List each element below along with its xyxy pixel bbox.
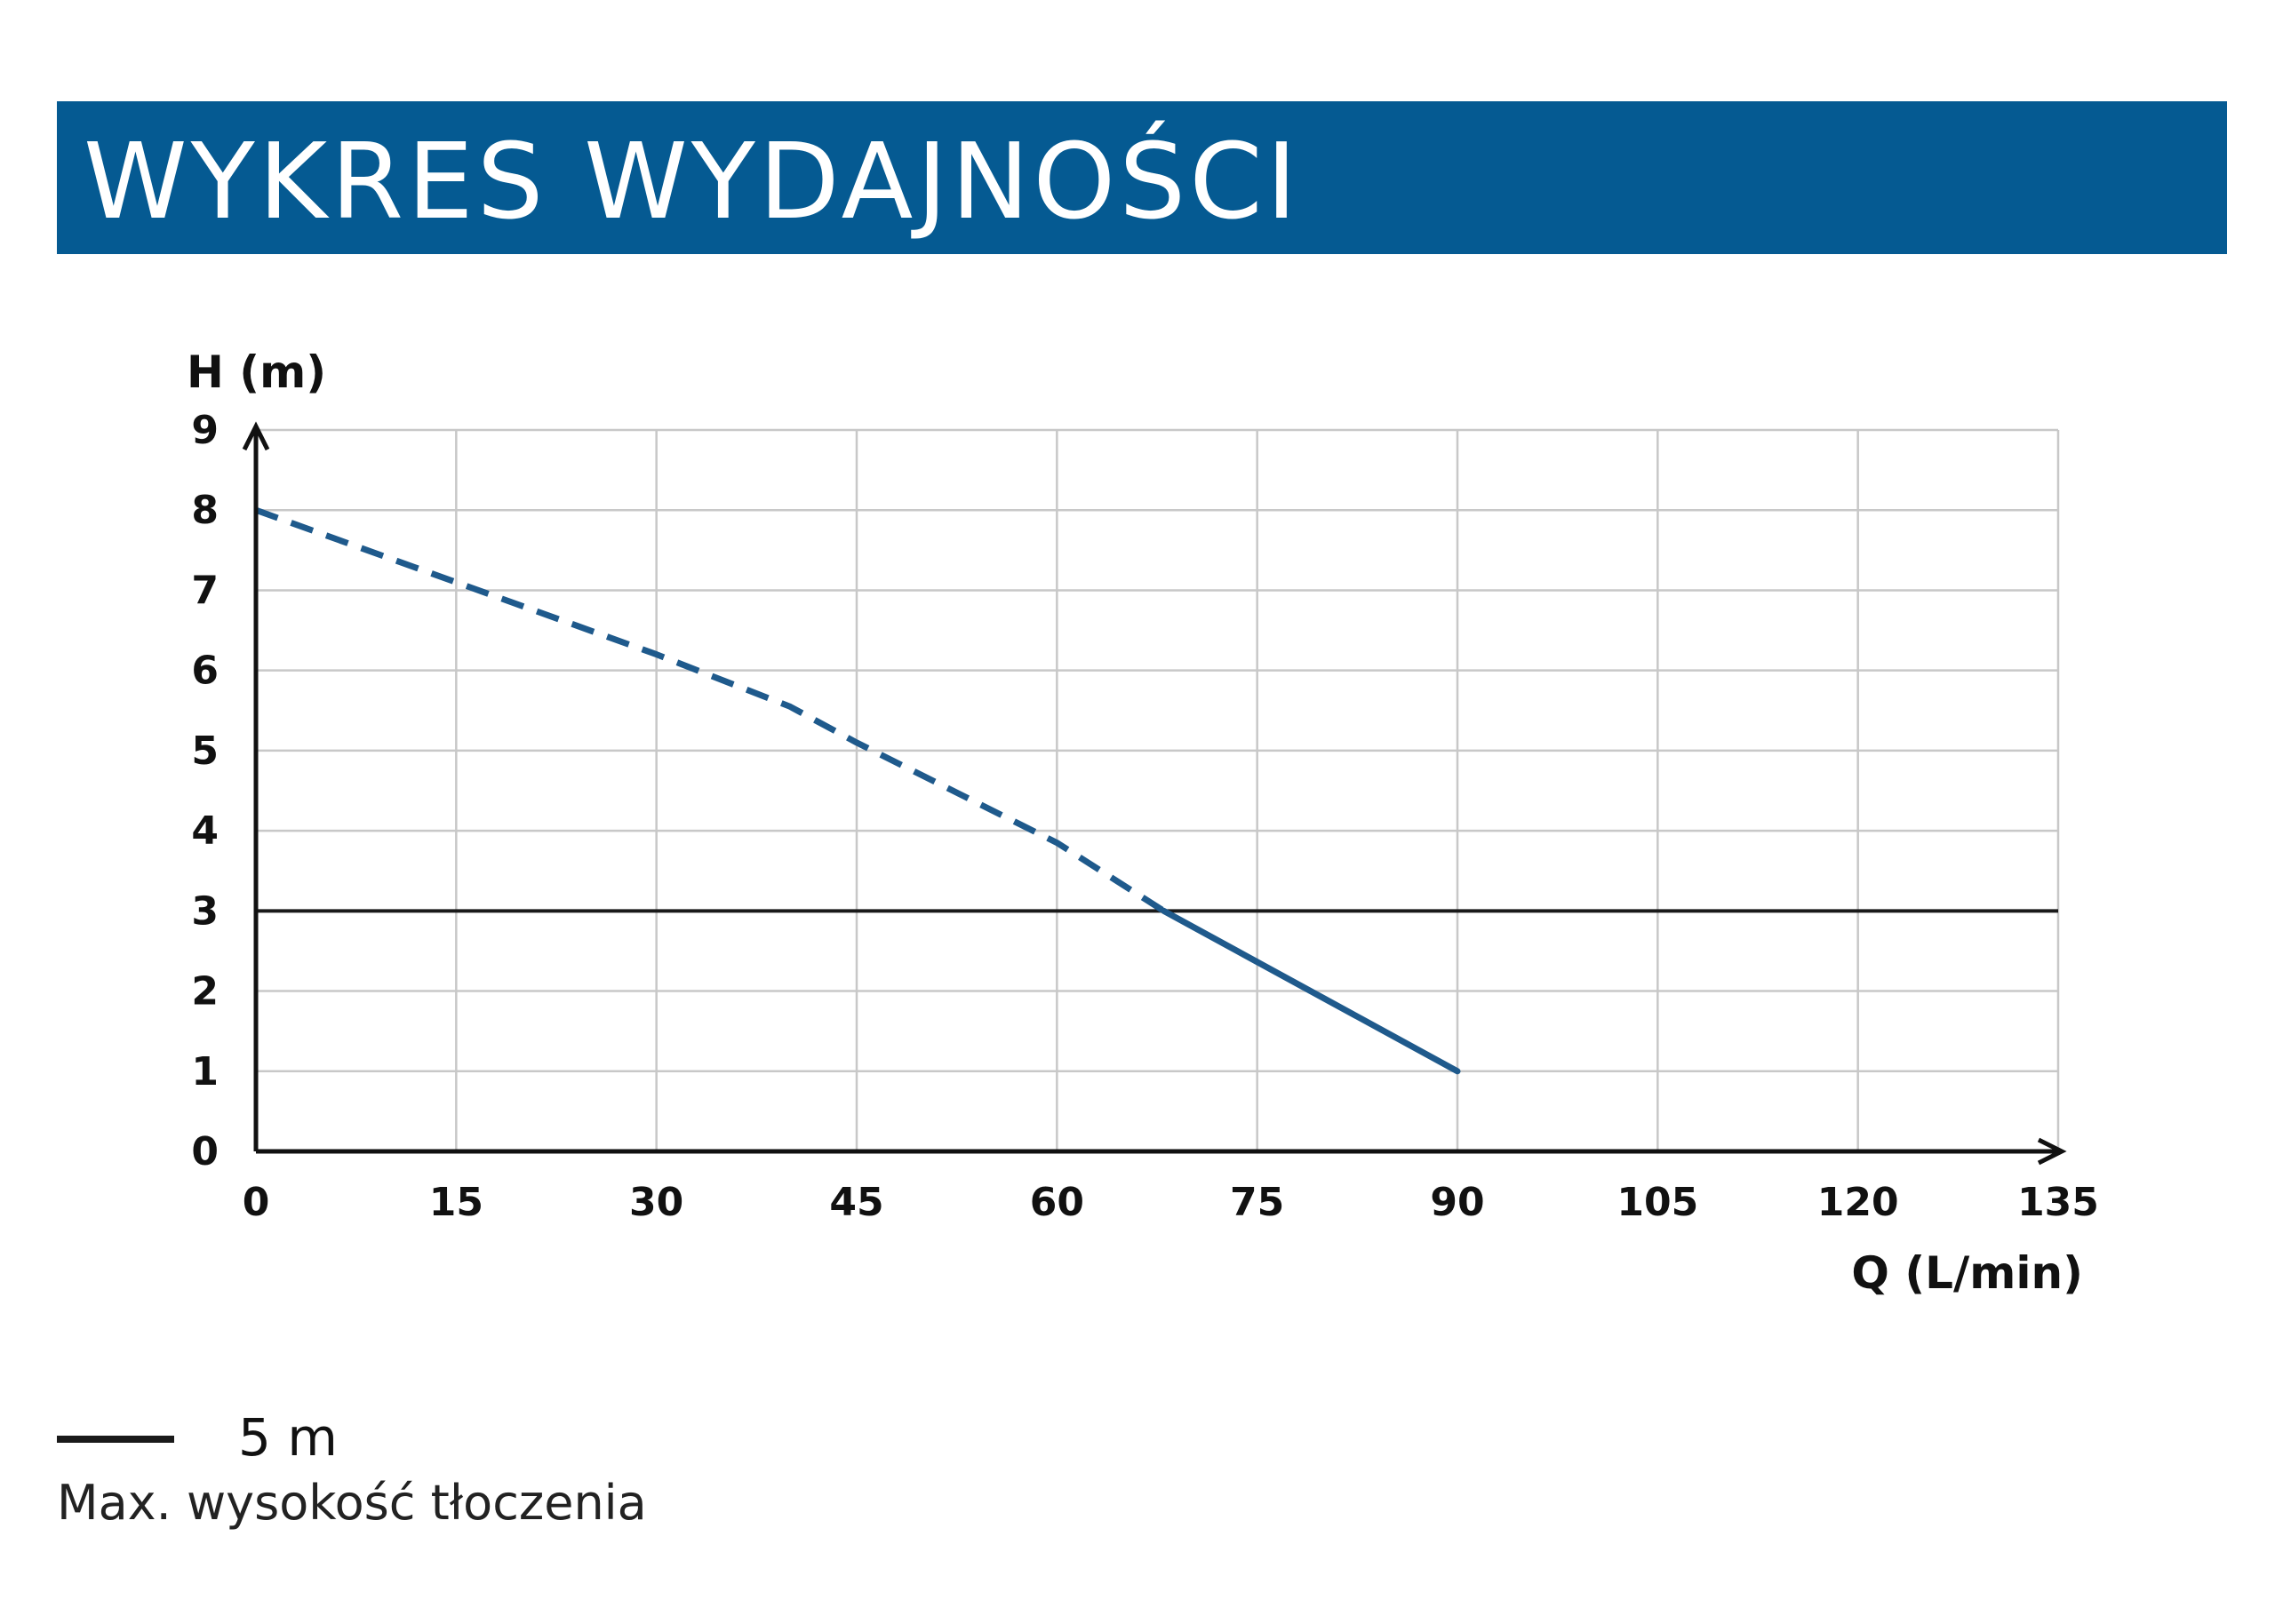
y-tick-label: 6: [191, 649, 219, 694]
x-tick-label: 90: [1430, 1180, 1484, 1225]
y-tick-label: 0: [191, 1129, 219, 1174]
page-title: WYKRES WYDAJNOŚCI: [84, 120, 1301, 243]
x-axis-arrow-icon: [2037, 1137, 2067, 1166]
series-line-dashed: [254, 506, 1166, 914]
legend-caption: Max. wysokość tłoczenia: [57, 1475, 647, 1531]
x-tick-label: 45: [829, 1180, 883, 1225]
y-tick-label: 8: [191, 488, 219, 533]
y-tick-label: 2: [191, 969, 219, 1015]
y-tick-label: 5: [191, 728, 219, 774]
legend-value: 5 m: [238, 1407, 338, 1468]
y-axis-title: H (m): [187, 346, 326, 398]
x-tick-label: 105: [1616, 1180, 1698, 1225]
y-tick-label: 1: [191, 1049, 219, 1095]
x-tick-label: 30: [629, 1180, 683, 1225]
y-tick-label: 9: [191, 408, 219, 453]
y-axis-arrow-icon: [242, 421, 270, 451]
x-tick-label: 15: [429, 1180, 483, 1225]
x-axis-title: Q (L/min): [1851, 1247, 2083, 1299]
y-tick-label: 4: [191, 808, 219, 854]
x-tick-label: 60: [1030, 1180, 1084, 1225]
title-banner: WYKRES WYDAJNOŚCI: [57, 101, 2227, 254]
series-line-solid: [1161, 907, 1461, 1075]
legend-line-sample: [57, 1436, 174, 1443]
x-tick-label: 135: [2017, 1180, 2099, 1225]
x-tick-label: 0: [243, 1180, 270, 1225]
x-tick-label: 120: [1817, 1180, 1899, 1225]
y-tick-label: 7: [191, 568, 219, 613]
x-tick-label: 75: [1230, 1180, 1284, 1225]
y-tick-label: 3: [191, 888, 219, 934]
